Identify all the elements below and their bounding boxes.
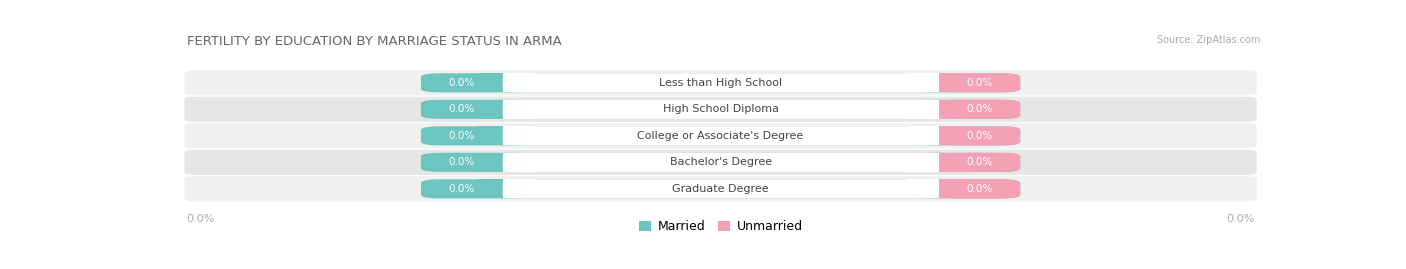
- FancyBboxPatch shape: [939, 126, 1021, 145]
- FancyBboxPatch shape: [939, 179, 972, 199]
- Text: College or Associate's Degree: College or Associate's Degree: [637, 131, 804, 141]
- FancyBboxPatch shape: [905, 153, 939, 172]
- FancyBboxPatch shape: [184, 176, 1257, 201]
- FancyBboxPatch shape: [939, 73, 1021, 92]
- FancyBboxPatch shape: [184, 150, 1257, 175]
- FancyBboxPatch shape: [503, 73, 939, 92]
- Text: 0.0%: 0.0%: [449, 78, 475, 88]
- Text: Bachelor's Degree: Bachelor's Degree: [669, 157, 772, 167]
- FancyBboxPatch shape: [503, 100, 939, 119]
- FancyBboxPatch shape: [503, 73, 536, 92]
- Text: 0.0%: 0.0%: [449, 157, 475, 167]
- Text: FERTILITY BY EDUCATION BY MARRIAGE STATUS IN ARMA: FERTILITY BY EDUCATION BY MARRIAGE STATU…: [187, 35, 561, 48]
- FancyBboxPatch shape: [420, 179, 1021, 199]
- FancyBboxPatch shape: [184, 70, 1257, 95]
- FancyBboxPatch shape: [939, 100, 1021, 119]
- Text: 0.0%: 0.0%: [187, 214, 215, 224]
- FancyBboxPatch shape: [939, 73, 972, 92]
- FancyBboxPatch shape: [939, 126, 972, 145]
- FancyBboxPatch shape: [905, 126, 939, 145]
- FancyBboxPatch shape: [905, 73, 939, 92]
- Text: High School Diploma: High School Diploma: [662, 104, 779, 114]
- FancyBboxPatch shape: [939, 179, 1021, 199]
- FancyBboxPatch shape: [478, 153, 503, 172]
- FancyBboxPatch shape: [420, 73, 1021, 92]
- Text: Source: ZipAtlas.com: Source: ZipAtlas.com: [1157, 35, 1260, 45]
- FancyBboxPatch shape: [478, 100, 503, 119]
- Text: 0.0%: 0.0%: [966, 131, 993, 141]
- Text: 0.0%: 0.0%: [966, 157, 993, 167]
- Text: Less than High School: Less than High School: [659, 78, 782, 88]
- FancyBboxPatch shape: [503, 126, 939, 145]
- FancyBboxPatch shape: [184, 97, 1257, 122]
- FancyBboxPatch shape: [420, 100, 1021, 119]
- Text: 0.0%: 0.0%: [966, 78, 993, 88]
- FancyBboxPatch shape: [478, 179, 503, 199]
- FancyBboxPatch shape: [478, 126, 503, 145]
- FancyBboxPatch shape: [905, 179, 939, 199]
- FancyBboxPatch shape: [939, 100, 972, 119]
- Text: 0.0%: 0.0%: [966, 104, 993, 114]
- FancyBboxPatch shape: [503, 179, 536, 199]
- FancyBboxPatch shape: [503, 153, 536, 172]
- Text: 0.0%: 0.0%: [966, 184, 993, 194]
- FancyBboxPatch shape: [478, 73, 503, 92]
- FancyBboxPatch shape: [503, 126, 536, 145]
- Legend: Married, Unmarried: Married, Unmarried: [638, 220, 803, 233]
- FancyBboxPatch shape: [184, 123, 1257, 148]
- Text: 0.0%: 0.0%: [1226, 214, 1254, 224]
- FancyBboxPatch shape: [503, 153, 939, 172]
- FancyBboxPatch shape: [503, 179, 939, 199]
- FancyBboxPatch shape: [905, 100, 939, 119]
- Text: 0.0%: 0.0%: [449, 104, 475, 114]
- Text: Graduate Degree: Graduate Degree: [672, 184, 769, 194]
- FancyBboxPatch shape: [939, 153, 972, 172]
- Text: 0.0%: 0.0%: [449, 184, 475, 194]
- FancyBboxPatch shape: [420, 153, 1021, 172]
- Text: 0.0%: 0.0%: [449, 131, 475, 141]
- FancyBboxPatch shape: [503, 100, 536, 119]
- FancyBboxPatch shape: [420, 126, 1021, 145]
- FancyBboxPatch shape: [939, 153, 1021, 172]
